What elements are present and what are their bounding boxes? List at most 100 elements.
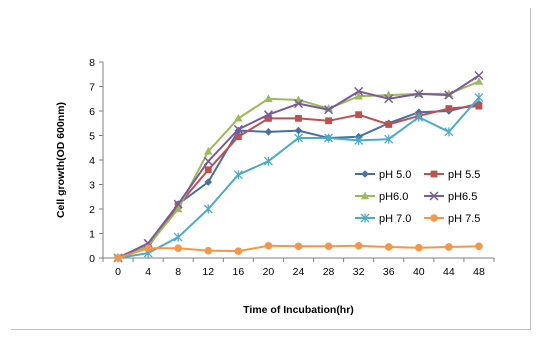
data-point (475, 242, 483, 251)
data-point (354, 86, 364, 96)
data-point (264, 128, 273, 136)
legend-label: pH 5.5 (448, 169, 480, 181)
y-tick-label: 3 (89, 180, 95, 192)
data-point (474, 77, 484, 85)
data-point (173, 232, 183, 242)
x-tick-label: 4 (145, 266, 151, 278)
y-tick-label: 2 (89, 204, 95, 216)
data-point (204, 178, 213, 186)
y-tick-label: 1 (89, 229, 95, 241)
data-point (204, 246, 213, 255)
legend-swatch-marker (430, 214, 438, 222)
data-point (204, 147, 213, 155)
data-point (294, 242, 303, 251)
legend-item: pH 7.5 (424, 213, 480, 225)
x-tick-label: 20 (263, 266, 275, 278)
data-point (173, 204, 183, 213)
legend-label: pH 5.0 (379, 169, 411, 181)
x-tick-label: 24 (293, 266, 305, 278)
data-point (445, 105, 453, 112)
data-point (293, 99, 304, 109)
data-point (384, 94, 394, 104)
data-point (384, 134, 394, 144)
legend-item: pH 5.0 (355, 169, 411, 181)
data-point (144, 244, 152, 252)
data-point (234, 247, 243, 255)
legend-swatch-marker (361, 170, 369, 178)
x-tick-label: 16 (233, 266, 245, 278)
series-ph6-0 (113, 77, 484, 262)
legend-label: pH6.5 (448, 191, 477, 203)
series-ph-7-0 (113, 93, 484, 263)
data-point (294, 126, 303, 135)
series-line (117, 80, 480, 259)
data-point (474, 93, 484, 103)
x-tick-label: 8 (175, 266, 181, 278)
data-point (233, 124, 243, 134)
data-point (474, 70, 484, 81)
data-point (385, 121, 393, 128)
series-ph-5-5 (114, 102, 483, 262)
legend: pH 5.0 pH 5.5 pH6.0 pH6.5 pH 7.0 pH 7.5 (355, 169, 480, 225)
y-tick-label: 7 (89, 82, 95, 94)
x-tick-label: 48 (473, 266, 485, 278)
data-point (354, 135, 364, 145)
data-point (263, 156, 273, 166)
data-point (415, 243, 423, 252)
y-tick-label: 5 (89, 131, 95, 143)
x-tick-label: 32 (353, 266, 365, 278)
data-point (265, 114, 272, 122)
data-point (414, 89, 424, 99)
y-tick-label: 4 (89, 155, 95, 167)
data-point (294, 133, 303, 143)
legend-item: pH 7.0 (355, 213, 411, 225)
data-point (444, 127, 454, 137)
x-tick-label: 36 (383, 266, 395, 278)
series-ph-5-0 (114, 99, 483, 262)
legend-item: pH 5.5 (424, 169, 480, 181)
x-tick-label: 40 (413, 266, 425, 278)
data-point (234, 113, 243, 122)
legend-label: pH 7.0 (379, 213, 411, 225)
data-point (355, 111, 363, 119)
legend-item: pH6.5 (424, 191, 477, 203)
series-ph6-5 (113, 70, 484, 263)
data-point (173, 199, 183, 209)
chart-frame (11, 8, 531, 330)
x-tick-label: 44 (443, 266, 455, 278)
data-point (354, 91, 363, 100)
data-point (233, 170, 243, 180)
legend-label: pH 7.5 (448, 213, 480, 225)
x-axis-title: Time of Incubation(hr) (243, 304, 354, 316)
data-point (324, 242, 333, 251)
y-tick-label: 8 (89, 57, 95, 69)
x-tick-label: 0 (115, 266, 121, 278)
legend-item: pH6.0 (355, 191, 408, 203)
y-tick-label: 6 (89, 106, 95, 118)
data-point (264, 94, 273, 102)
data-point (204, 166, 212, 174)
data-point (203, 156, 213, 166)
x-tick-label: 12 (202, 266, 214, 278)
data-point (354, 241, 363, 250)
series-ph-7-5 (114, 241, 483, 262)
legend-swatch-marker (430, 170, 438, 178)
data-point (445, 243, 453, 251)
data-point (384, 243, 393, 251)
data-point (444, 90, 454, 100)
data-point (414, 112, 424, 122)
y-tick-label: 0 (89, 253, 95, 265)
data-point (263, 110, 273, 120)
y-axis-title: Cell growth(OD 600nm) (55, 102, 67, 218)
legend-swatch-marker (429, 191, 439, 201)
data-point (325, 117, 332, 125)
x-tick-label: 28 (323, 266, 335, 278)
legend-swatch-marker (360, 191, 370, 200)
data-point (234, 133, 242, 141)
data-point (475, 102, 483, 110)
legend-swatch-marker (360, 213, 370, 223)
data-point (295, 114, 302, 122)
data-point (324, 105, 334, 115)
data-point (203, 204, 213, 214)
